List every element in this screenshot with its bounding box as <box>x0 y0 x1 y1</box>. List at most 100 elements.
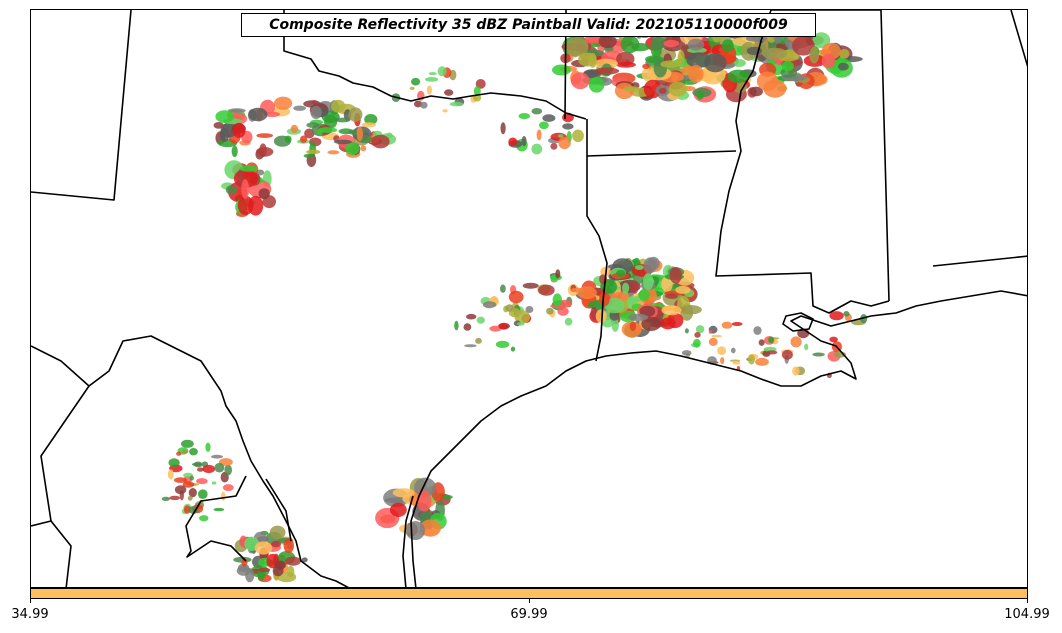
reflectivity-cell <box>539 121 549 130</box>
reflectivity-cell <box>428 72 437 76</box>
reflectivity-cell <box>570 72 590 90</box>
reflectivity-cell <box>405 521 425 541</box>
reflectivity-cell <box>414 100 423 108</box>
reflectivity-cell <box>331 99 346 113</box>
reflectivity-cell <box>475 79 486 89</box>
reflectivity-cell <box>327 150 340 155</box>
reflectivity-cell <box>626 297 640 304</box>
reflectivity-cell <box>731 322 743 326</box>
colorbar-tick <box>1027 599 1028 603</box>
border-ms-al <box>880 10 890 302</box>
reflectivity-cell <box>564 317 573 326</box>
reflectivity-cell <box>631 280 639 294</box>
reflectivity-cell <box>558 136 571 150</box>
reflectivity-cell <box>756 71 779 91</box>
reflectivity-cell <box>704 53 727 73</box>
reflectivity-cell <box>638 289 650 301</box>
reflectivity-cell <box>671 72 679 82</box>
reflectivity-cell <box>749 86 763 97</box>
reflectivity-cell <box>463 323 472 331</box>
reflectivity-cell <box>555 269 561 279</box>
reflectivity-cell <box>651 36 666 50</box>
reflectivity-cell <box>538 284 555 296</box>
reflectivity-cell <box>215 110 234 123</box>
reflectivity-cell <box>464 344 477 348</box>
reflectivity-cell <box>283 538 294 554</box>
coastline-barrier <box>402 495 414 587</box>
reflectivity-cell <box>599 291 610 307</box>
reflectivity-cell <box>248 107 268 122</box>
reflectivity-cell <box>334 139 352 145</box>
border-ar-south <box>586 119 737 157</box>
reflectivity-cell <box>214 462 225 473</box>
reflectivity-cell <box>239 165 259 172</box>
reflectivity-cell <box>364 114 378 125</box>
reflectivity-cell <box>684 328 689 334</box>
reflectivity-cell <box>839 48 850 59</box>
reflectivity-cell <box>420 101 428 109</box>
reflectivity-cell <box>416 490 432 512</box>
reflectivity-cell <box>717 346 727 356</box>
reflectivity-cell <box>476 316 485 324</box>
reflectivity-cell <box>211 481 217 485</box>
reflectivity-cell <box>642 273 654 291</box>
reflectivity-cell <box>665 293 678 299</box>
colorbar-tick-label-max: 104.99 <box>1004 607 1050 622</box>
reflectivity-cell <box>303 153 315 158</box>
reflectivity-cell <box>181 439 194 448</box>
reflectivity-cell <box>642 63 650 70</box>
reflectivity-cell <box>781 61 794 72</box>
reflectivity-cell <box>386 132 393 139</box>
reflectivity-cell <box>211 454 223 459</box>
reflectivity-paintball-layer <box>161 18 868 583</box>
colorbar-tick <box>529 599 530 603</box>
border-mississippi <box>715 10 890 314</box>
reflectivity-cell <box>634 265 644 270</box>
reflectivity-cell <box>623 86 640 92</box>
reflectivity-cell <box>505 304 514 312</box>
reflectivity-cell <box>181 449 189 454</box>
reflectivity-cell <box>550 143 558 150</box>
reflectivity-cell <box>306 149 321 155</box>
reflectivity-cell <box>482 301 497 309</box>
reflectivity-cell <box>809 46 820 64</box>
reflectivity-cell <box>531 108 543 115</box>
reflectivity-cell <box>616 269 626 277</box>
reflectivity-cell <box>595 309 607 323</box>
reflectivity-cell <box>241 179 250 199</box>
reflectivity-cell <box>508 290 524 304</box>
reflectivity-cell <box>616 61 636 68</box>
reflectivity-cell <box>310 105 322 120</box>
reflectivity-cell <box>224 464 232 476</box>
reflectivity-cell <box>663 39 680 48</box>
reflectivity-cell <box>790 336 802 348</box>
reflectivity-cell <box>454 320 459 331</box>
reflectivity-cell <box>227 108 246 113</box>
map-title: Composite Reflectivity 35 dBZ Paintball … <box>241 13 816 37</box>
reflectivity-cell <box>711 334 722 338</box>
reflectivity-cell <box>274 560 286 570</box>
reflectivity-cell <box>191 462 202 466</box>
reflectivity-cell <box>578 52 597 67</box>
reflectivity-cell <box>677 50 685 66</box>
reflectivity-cell <box>213 122 224 129</box>
reflectivity-cell <box>628 313 649 321</box>
border-mx-2 <box>50 520 72 587</box>
reflectivity-cell <box>766 350 778 355</box>
reflectivity-cell <box>442 109 448 113</box>
reflectivity-cell <box>661 305 682 316</box>
reflectivity-cell <box>536 129 542 141</box>
border-tx-la <box>586 156 608 362</box>
reflectivity-cell <box>499 323 509 330</box>
reflectivity-cell <box>311 100 318 105</box>
reflectivity-cell <box>256 147 274 157</box>
reflectivity-cell <box>371 134 390 149</box>
colorbar-tick <box>30 599 31 603</box>
reflectivity-cell <box>687 38 705 51</box>
reflectivity-cell <box>285 556 301 566</box>
reflectivity-cell <box>284 135 292 143</box>
reflectivity-cell <box>390 502 407 517</box>
reflectivity-cell <box>176 451 182 456</box>
reflectivity-cell <box>361 122 376 128</box>
reflectivity-cell <box>572 129 584 143</box>
